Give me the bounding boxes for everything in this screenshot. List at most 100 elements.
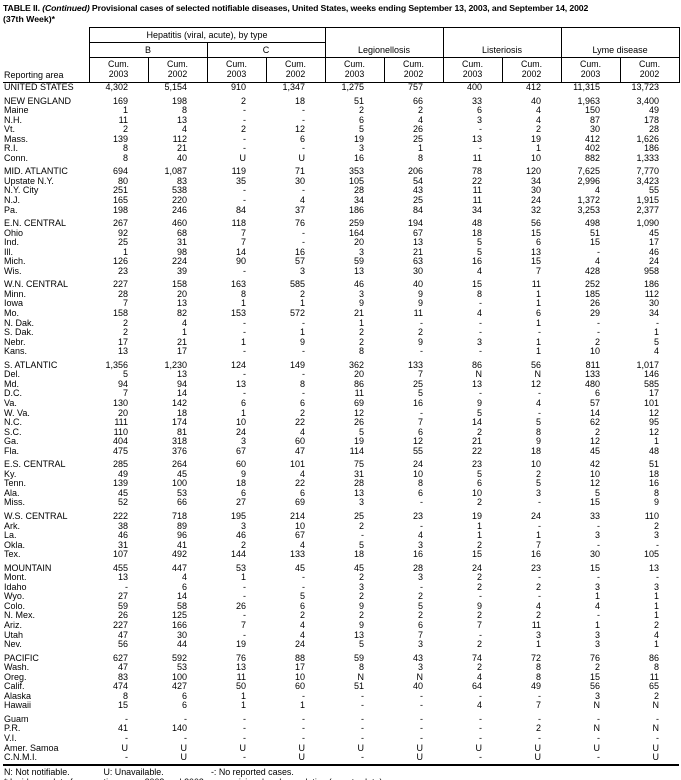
listeriosis-header: Listeriosis bbox=[442, 27, 562, 58]
reporting-area-cell: MID. ATLANTIC bbox=[4, 166, 68, 177]
footnote-no-cases: -: No reported cases. bbox=[210, 766, 294, 777]
value-cell: 592 bbox=[171, 652, 187, 663]
value-cell: - bbox=[420, 408, 424, 418]
value-cell: U bbox=[239, 743, 247, 753]
value-cell: 7 bbox=[240, 620, 246, 630]
table-row: Wash. 47 53 13 17 8 3 2 8 2 8 bbox=[3, 663, 679, 673]
value-cell: 18 bbox=[235, 479, 246, 489]
value-cell: 2 bbox=[122, 328, 128, 338]
value-cell: 185 bbox=[585, 289, 601, 299]
value-cell: 139 bbox=[112, 134, 128, 144]
value-cell: 8 bbox=[654, 663, 660, 673]
value-cell: - bbox=[420, 582, 424, 592]
value-cell: 6 bbox=[181, 691, 187, 701]
value-cell: 2 bbox=[477, 573, 483, 583]
value-cell: - bbox=[538, 592, 542, 602]
value-cell: 81 bbox=[176, 427, 187, 437]
reporting-area-cell: S.C. bbox=[4, 427, 22, 437]
value-cell: 34 bbox=[472, 205, 483, 215]
value-cell: 9 bbox=[358, 299, 364, 309]
value-cell: 7 bbox=[536, 266, 542, 276]
reporting-area-cell: Tenn. bbox=[4, 479, 27, 489]
value-cell: 139 bbox=[112, 479, 128, 489]
reporting-area-cell: W. Va. bbox=[4, 408, 30, 418]
value-cell: 69 bbox=[294, 498, 305, 508]
value-cell: 133 bbox=[585, 370, 601, 380]
value-cell: 1 bbox=[536, 299, 542, 309]
value-cell: 31 bbox=[353, 469, 364, 479]
value-cell: 694 bbox=[112, 166, 128, 177]
value-cell: 125 bbox=[171, 611, 187, 621]
value-cell: 7 bbox=[536, 540, 542, 550]
value-cell: 53 bbox=[235, 562, 246, 573]
value-cell: 49 bbox=[649, 106, 660, 116]
table-row: W.S. CENTRAL 222 718 195 214 25 23 19 24 33 110 bbox=[3, 508, 679, 522]
value-cell: - bbox=[597, 318, 601, 328]
value-cell: 2 bbox=[477, 582, 483, 592]
value-cell: 101 bbox=[644, 398, 660, 408]
value-cell: 41 bbox=[176, 540, 187, 550]
value-cell: 46 bbox=[649, 247, 660, 257]
reporting-area-cell: D.C. bbox=[4, 389, 22, 399]
value-cell: 150 bbox=[585, 106, 601, 116]
table-row: Calif. 474 427 50 60 51 40 64 49 56 65 bbox=[3, 682, 679, 692]
value-cell: - bbox=[125, 582, 128, 592]
value-cell: 1 bbox=[122, 106, 128, 116]
value-cell: 3 bbox=[418, 573, 424, 583]
reporting-area-cell: Mont. bbox=[4, 573, 27, 583]
table-row: Va. 130 142 6 6 69 16 9 4 57 101 bbox=[3, 399, 679, 409]
value-cell: 1 bbox=[595, 620, 601, 630]
value-cell: 2 bbox=[299, 408, 305, 418]
value-cell: - bbox=[656, 734, 660, 743]
value-cell: 6 bbox=[477, 479, 483, 489]
value-cell: 20 bbox=[353, 238, 364, 248]
table-row: Vt. 2 4 2 12 5 26 - 2 30 28 bbox=[3, 125, 679, 135]
value-cell: 1 bbox=[181, 328, 187, 338]
value-cell: 1 bbox=[418, 144, 424, 154]
value-cell: 8 bbox=[181, 106, 187, 116]
value-cell: 149 bbox=[289, 359, 305, 370]
value-cell: 76 bbox=[235, 652, 246, 663]
value-cell: 4 bbox=[477, 309, 483, 319]
value-cell: - bbox=[361, 691, 364, 701]
table-row: Maine 1 8 - - 2 2 6 4 150 49 bbox=[3, 106, 679, 116]
value-cell: 2 bbox=[477, 498, 483, 508]
value-cell: 11 bbox=[354, 389, 364, 399]
value-cell: 33 bbox=[590, 510, 601, 521]
value-cell: 20 bbox=[117, 408, 128, 418]
value-cell: 144 bbox=[230, 550, 246, 560]
value-cell: - bbox=[538, 498, 542, 508]
value-cell: 4 bbox=[595, 257, 601, 267]
value-cell: 15 bbox=[590, 562, 601, 573]
value-cell: 59 bbox=[353, 652, 364, 663]
table-row: Ga. 404 318 3 60 19 12 21 9 12 1 bbox=[3, 437, 679, 447]
value-cell: 8 bbox=[358, 663, 364, 673]
value-cell: 1 bbox=[536, 640, 542, 650]
value-cell: 30 bbox=[176, 630, 187, 640]
value-cell: 9 bbox=[418, 289, 424, 299]
value-cell: 21 bbox=[176, 144, 187, 154]
value-cell: 6 bbox=[477, 106, 483, 116]
value-cell: 1 bbox=[654, 437, 660, 447]
value-cell: 3 bbox=[358, 498, 364, 508]
value-cell: 1,372 bbox=[577, 196, 601, 206]
value-cell: 2 bbox=[477, 540, 483, 550]
reporting-area-cell: Okla. bbox=[4, 540, 26, 550]
reporting-area-cell: Upstate N.Y. bbox=[4, 176, 54, 186]
value-cell: 1 bbox=[654, 601, 660, 611]
value-cell: 26 bbox=[353, 418, 364, 428]
value-cell: 8 bbox=[358, 347, 364, 357]
table-row: P.R. 41 140 - - - - - 2 N N bbox=[3, 724, 679, 734]
value-cell: 8 bbox=[536, 427, 542, 437]
value-cell: U bbox=[534, 743, 542, 753]
value-cell: - bbox=[302, 144, 305, 154]
value-cell: 412 bbox=[526, 82, 542, 92]
value-cell: 4 bbox=[181, 318, 187, 328]
footnote-legend: N: Not notifiable. U: Unavailable. -: No… bbox=[4, 767, 679, 778]
value-cell: 2 bbox=[536, 611, 542, 621]
value-cell: 17 bbox=[117, 337, 128, 347]
value-cell: 24 bbox=[531, 196, 542, 206]
value-cell: 25 bbox=[413, 379, 424, 389]
value-cell: 30 bbox=[531, 186, 542, 196]
value-cell: 3 bbox=[358, 247, 364, 257]
